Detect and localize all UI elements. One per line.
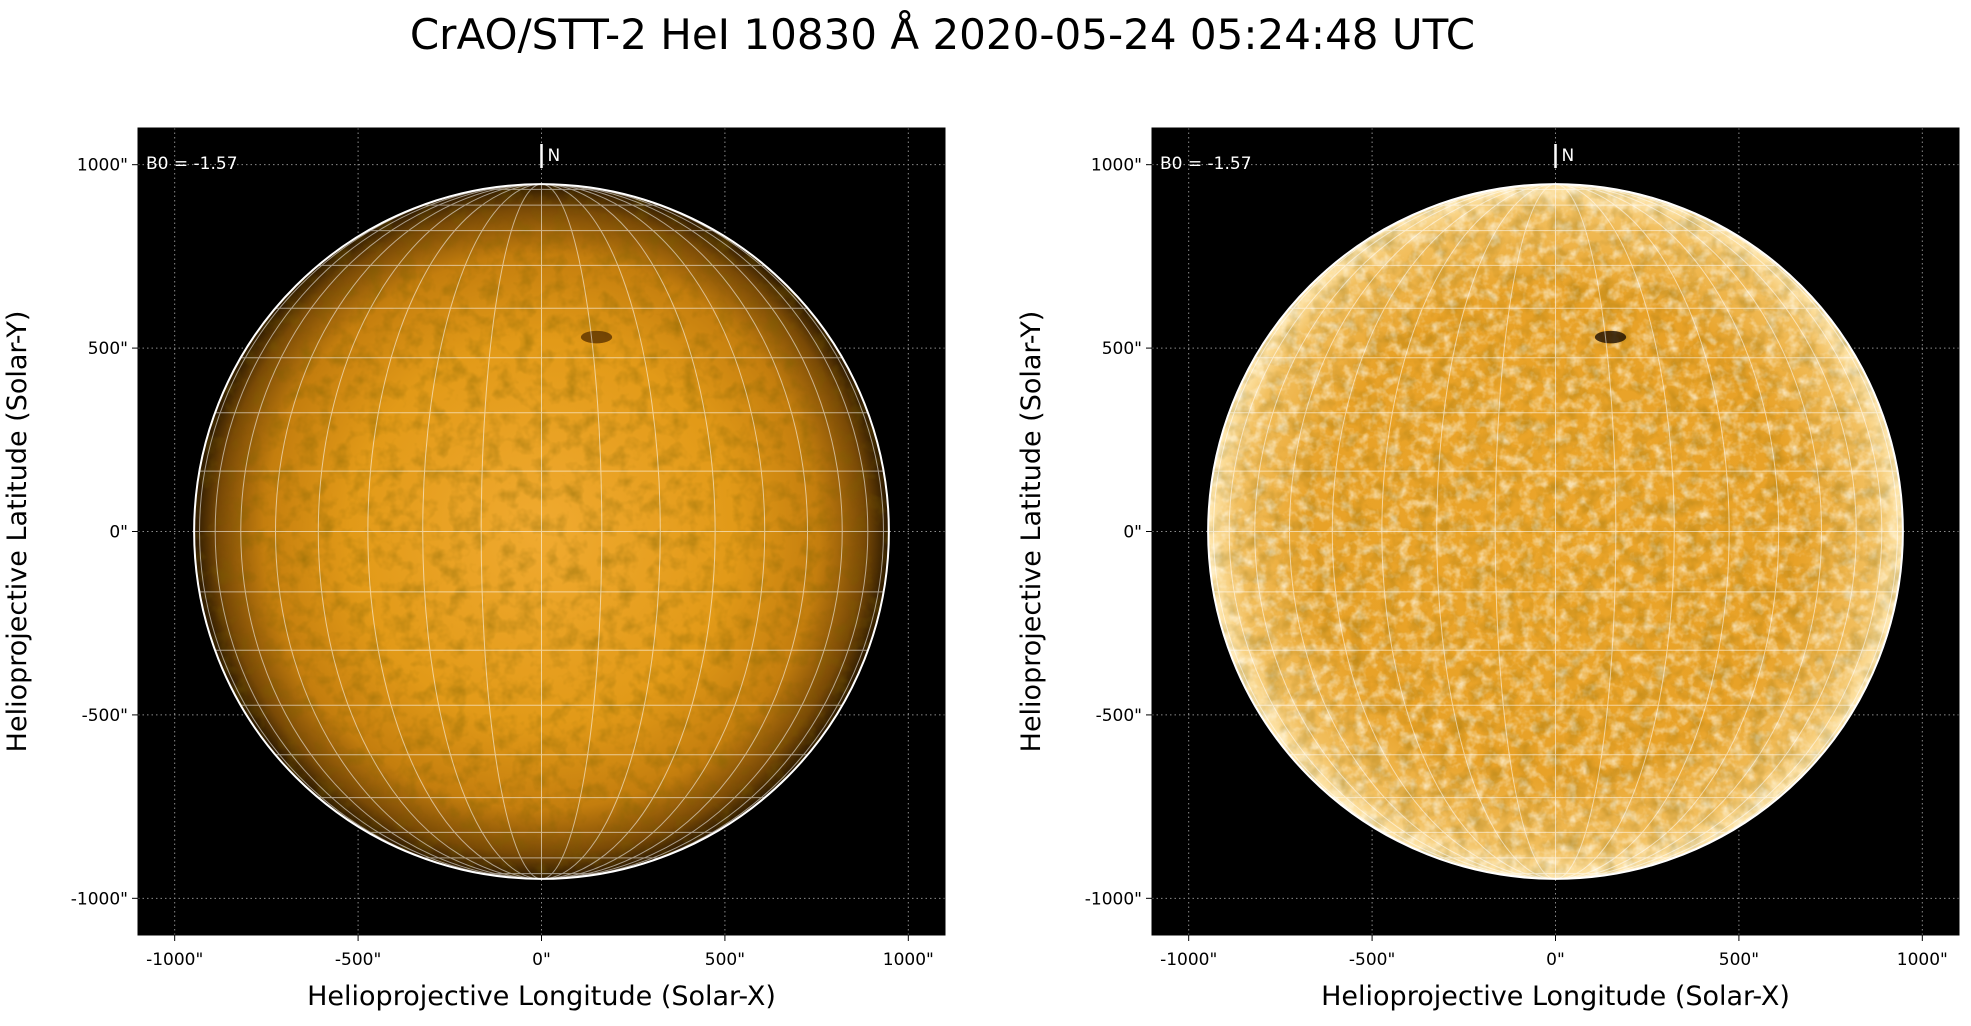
north-label: N <box>1562 146 1575 166</box>
y-axis-label: Helioprojective Latitude (Solar-Y) <box>1016 311 1047 753</box>
y-tick-label: 0" <box>1123 523 1142 543</box>
solar-limb <box>193 183 890 880</box>
active-region-feature <box>1594 330 1627 344</box>
x-tick-label: 500" <box>705 950 745 970</box>
x-tick-label: -500" <box>335 950 381 970</box>
y-tick-label: -1000" <box>1085 889 1142 909</box>
y-tick-label: -1000" <box>71 889 128 909</box>
solar-limb <box>1207 183 1904 880</box>
y-tick-label: -500" <box>82 706 128 726</box>
y-tick-label: -500" <box>1096 706 1142 726</box>
solar-panel-original: N B0 = -1.57 -1000" -500" 0" 500" 1000" 1000" 50… <box>2 127 946 1012</box>
heliographic-grid <box>1208 184 1903 879</box>
y-axis-label: Helioprojective Latitude (Solar-Y) <box>2 311 33 753</box>
y-tick-label: 0" <box>109 523 128 543</box>
x-tick-label: 1000" <box>1897 950 1948 970</box>
x-tick-label: 500" <box>1719 950 1759 970</box>
north-label: N <box>548 146 561 166</box>
figure-title: CrAO/STT-2 HeI 10830 Å 2020-05-24 05:24:… <box>409 10 1476 59</box>
x-axis-label: Helioprojective Longitude (Solar-X) <box>1321 981 1790 1012</box>
solar-panel-enhanced: N B0 = -1.57 -1000" -500" 0" 500" 1000" 1000" 50… <box>1016 127 1960 1012</box>
x-tick-label: 0" <box>532 950 551 970</box>
y-tick-label: 1000" <box>1091 156 1142 176</box>
x-tick-label: -500" <box>1349 950 1395 970</box>
x-tick-label: -1000" <box>146 950 203 970</box>
x-tick-label: -1000" <box>1160 950 1217 970</box>
y-tick-label: 1000" <box>77 156 128 176</box>
y-tick-label: 500" <box>88 339 128 359</box>
b0-label: B0 = -1.57 <box>146 154 238 174</box>
x-tick-label: 1000" <box>883 950 934 970</box>
y-tick-label: 500" <box>1102 339 1142 359</box>
active-region-feature <box>580 330 613 344</box>
b0-label: B0 = -1.57 <box>1160 154 1252 174</box>
x-axis-label: Helioprojective Longitude (Solar-X) <box>307 981 776 1012</box>
x-tick-label: 0" <box>1546 950 1565 970</box>
